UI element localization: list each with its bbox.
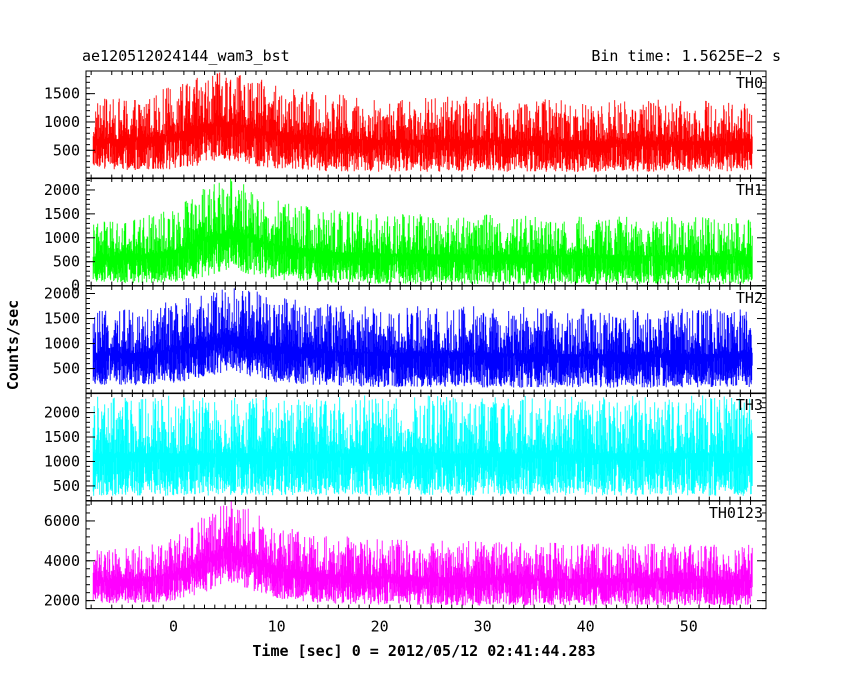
series-trace-th0123 [92, 501, 753, 606]
y-tick-label: 1500 [44, 428, 80, 446]
panel-th1: 0 500 1000 1500 2000 TH1 [44, 177, 767, 295]
panel-label: TH1 [736, 181, 763, 199]
x-tick-label: 0 [169, 618, 178, 636]
x-tick-label: 40 [577, 618, 595, 636]
y-tick-label: 500 [53, 477, 80, 495]
y-tick-label: 0 [71, 277, 80, 295]
y-tick-label: 2000 [44, 181, 80, 199]
series-trace-th1 [92, 178, 753, 285]
bin-time-label: Bin time: 1.5625E−2 s [591, 47, 781, 65]
series-trace-th2 [92, 288, 753, 388]
panel-label: TH0123 [709, 504, 763, 522]
y-tick-label: 2000 [44, 404, 80, 422]
panel-frame [85, 500, 767, 610]
panel-frame [85, 70, 767, 180]
x-tick-label: 50 [680, 618, 698, 636]
y-tick-label: 2000 [44, 285, 80, 303]
panel-th3: 500 1000 1500 2000 TH3 [44, 392, 767, 502]
series-trace-th0 [92, 72, 753, 173]
y-tick-label: 6000 [44, 512, 80, 530]
y-tick-label: 1000 [44, 335, 80, 353]
y-axis-label: Counts/sec [4, 300, 22, 390]
panel-label: TH3 [736, 396, 763, 414]
panel-th2: 500 1000 1500 2000 TH2 [44, 285, 767, 395]
y-tick-label: 1000 [44, 452, 80, 470]
panel-label: TH2 [736, 289, 763, 307]
x-tick-label: 10 [268, 618, 286, 636]
y-tick-label: 1500 [44, 205, 80, 223]
y-tick-label: 500 [53, 141, 80, 159]
y-tick-label: 500 [53, 360, 80, 378]
panel-th0123: 2000 4000 6000 TH0123 [44, 500, 767, 610]
y-tick-label: 1500 [44, 310, 80, 328]
x-tick-label: 20 [371, 618, 389, 636]
panel-label: TH0 [736, 74, 763, 92]
panel-frame [85, 285, 767, 395]
y-tick-label: 2000 [44, 592, 80, 610]
y-tick-label: 1000 [44, 113, 80, 131]
y-tick-label: 1000 [44, 229, 80, 247]
y-tick-label: 4000 [44, 552, 80, 570]
y-tick-label: 500 [53, 253, 80, 271]
x-axis-label: Time [sec] 0 = 2012/05/12 02:41:44.283 [252, 642, 595, 660]
y-tick-label: 1500 [44, 85, 80, 103]
series-trace-th3 [92, 395, 753, 496]
x-tick-label: 30 [474, 618, 492, 636]
figure-title: ae120512024144_wam3_bst [82, 47, 290, 65]
panel-th0: 500 1000 1500 TH0 [44, 70, 767, 180]
